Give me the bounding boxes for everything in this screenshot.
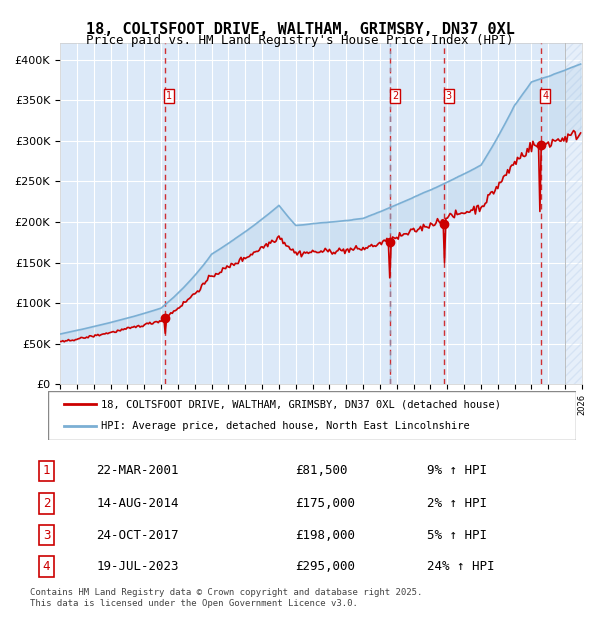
Text: 14-AUG-2014: 14-AUG-2014 — [96, 497, 179, 510]
Text: 1: 1 — [166, 91, 173, 101]
Text: 24-OCT-2017: 24-OCT-2017 — [96, 529, 179, 541]
Text: £81,500: £81,500 — [295, 464, 347, 477]
Text: Price paid vs. HM Land Registry's House Price Index (HPI): Price paid vs. HM Land Registry's House … — [86, 34, 514, 47]
Text: £295,000: £295,000 — [295, 560, 355, 573]
Text: 1: 1 — [43, 464, 50, 477]
Text: 3: 3 — [43, 529, 50, 541]
Text: 22-MAR-2001: 22-MAR-2001 — [96, 464, 179, 477]
Text: Contains HM Land Registry data © Crown copyright and database right 2025.
This d: Contains HM Land Registry data © Crown c… — [30, 588, 422, 608]
Text: £198,000: £198,000 — [295, 529, 355, 541]
FancyBboxPatch shape — [48, 391, 576, 440]
Text: £175,000: £175,000 — [295, 497, 355, 510]
Text: 2: 2 — [392, 91, 398, 101]
Text: 18, COLTSFOOT DRIVE, WALTHAM, GRIMSBY, DN37 0XL (detached house): 18, COLTSFOOT DRIVE, WALTHAM, GRIMSBY, D… — [101, 399, 501, 409]
Text: 2% ↑ HPI: 2% ↑ HPI — [427, 497, 487, 510]
Text: 2: 2 — [43, 497, 50, 510]
Text: 4: 4 — [43, 560, 50, 573]
Text: 18, COLTSFOOT DRIVE, WALTHAM, GRIMSBY, DN37 0XL: 18, COLTSFOOT DRIVE, WALTHAM, GRIMSBY, D… — [86, 22, 514, 37]
Text: 5% ↑ HPI: 5% ↑ HPI — [427, 529, 487, 541]
Text: 3: 3 — [446, 91, 452, 101]
Text: 9% ↑ HPI: 9% ↑ HPI — [427, 464, 487, 477]
Text: HPI: Average price, detached house, North East Lincolnshire: HPI: Average price, detached house, Nort… — [101, 422, 470, 432]
Text: 24% ↑ HPI: 24% ↑ HPI — [427, 560, 495, 573]
Text: 19-JUL-2023: 19-JUL-2023 — [96, 560, 179, 573]
Text: 4: 4 — [542, 91, 548, 101]
